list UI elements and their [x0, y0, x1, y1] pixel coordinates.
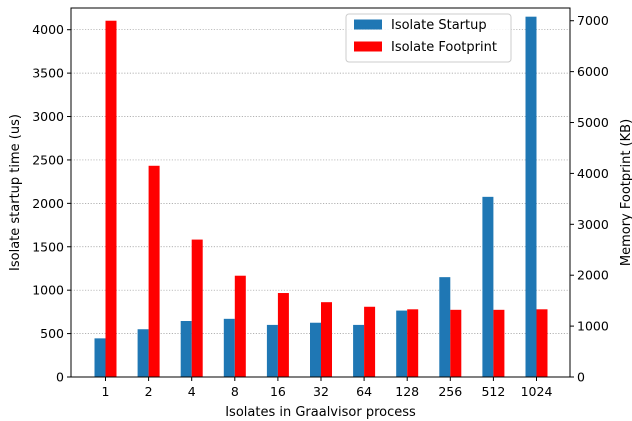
y-axis-right-title: Memory Footprint (KB): [619, 119, 632, 266]
x-tick-label: 64: [356, 384, 372, 399]
bar-isolate-footprint: [105, 20, 117, 377]
y-axis-title: Isolate startup time (us): [8, 114, 23, 271]
legend-swatch-startup: [354, 19, 382, 30]
x-tick-label: 256: [438, 384, 462, 399]
bar-isolate-footprint: [234, 275, 246, 377]
legend-label-startup: Isolate Startup: [391, 18, 487, 33]
bar-isolate-footprint: [277, 293, 289, 377]
y-right-tick-label: 5000: [577, 115, 609, 130]
x-tick-label: 512: [481, 384, 505, 399]
y-right-tick-label: 2000: [577, 268, 609, 283]
y-tick-label: 2500: [32, 152, 64, 167]
y-tick-label: 3000: [32, 109, 64, 124]
y-tick-label: 0: [56, 370, 64, 385]
legend-label-footprint: Isolate Footprint: [391, 40, 497, 55]
bar-isolate-footprint: [536, 309, 548, 377]
right-axis: 0 1000 2000 3000 4000 5000 6000 7000: [570, 13, 609, 385]
bar-isolate-startup: [223, 318, 235, 377]
y-tick-label: 2000: [32, 196, 64, 211]
y-tick-label: 1500: [32, 239, 64, 254]
y-right-tick-label: 6000: [577, 64, 609, 79]
left-axis: 0 500 1000 1500 2000 2500 3000 3500 4000: [32, 22, 71, 385]
bar-isolate-footprint: [321, 302, 332, 377]
x-tick-label: 4: [188, 384, 196, 399]
bar-isolate-startup: [94, 338, 106, 377]
x-tick-label: 8: [231, 384, 239, 399]
bar-isolate-startup: [439, 277, 451, 377]
bar-isolate-startup: [353, 324, 365, 377]
bar-isolate-footprint: [364, 306, 376, 377]
y-tick-label: 3500: [32, 66, 64, 81]
bar-isolate-footprint: [191, 239, 203, 377]
x-tick-label: 128: [395, 384, 419, 399]
bar-isolate-startup: [482, 196, 494, 377]
legend-box: [345, 13, 512, 63]
y-right-tick-label: 7000: [577, 13, 609, 28]
bar-isolate-startup: [180, 320, 192, 377]
x-axis: 1 2 4 8 16 32 64 128 256 512 1024: [102, 377, 553, 399]
gridlines: [71, 29, 570, 334]
bar-isolate-footprint: [148, 165, 160, 377]
bar-isolate-footprint: [450, 309, 462, 377]
x-tick-label: 2: [145, 384, 153, 399]
x-tick-label: 1024: [521, 384, 553, 399]
bar-isolate-startup: [137, 329, 149, 377]
legend-swatch-footprint: [354, 41, 382, 52]
y-right-tick-label: 4000: [577, 166, 609, 181]
bar-isolate-startup: [396, 310, 408, 377]
bars: [94, 16, 548, 378]
y-tick-label: 4000: [32, 22, 64, 37]
x-tick-label: 16: [270, 384, 286, 399]
y-right-tick-label: 0: [577, 370, 585, 385]
y-right-tick-label: 1000: [577, 319, 609, 334]
x-tick-label: 1: [102, 384, 110, 399]
bar-isolate-footprint: [407, 309, 419, 377]
x-tick-label: 32: [313, 384, 329, 399]
bar-isolate-startup: [310, 322, 321, 377]
legend: Isolate Startup Isolate Footprint: [345, 13, 512, 63]
x-axis-title: Isolates in Graalvisor process: [225, 405, 416, 420]
bar-isolate-startup: [525, 16, 537, 378]
y-tick-label: 500: [40, 326, 64, 341]
bar-isolate-footprint: [493, 309, 505, 377]
bar-isolate-startup: [266, 324, 278, 377]
y-right-tick-label: 3000: [577, 217, 609, 232]
y-tick-label: 1000: [32, 283, 64, 298]
